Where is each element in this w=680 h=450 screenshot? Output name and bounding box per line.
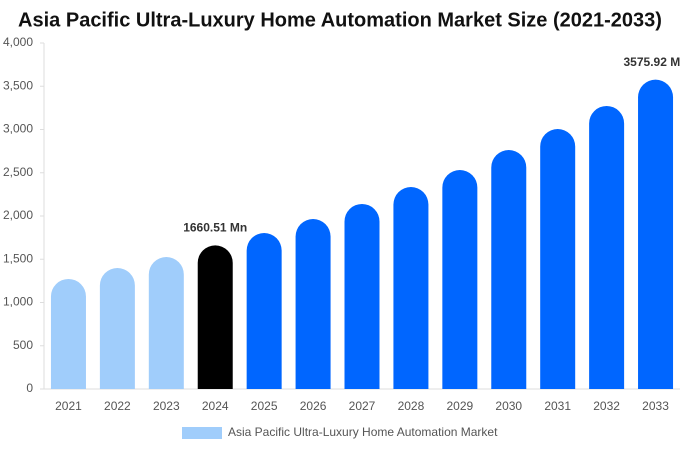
bar (589, 105, 625, 390)
x-tick-label: 2024 (202, 399, 229, 413)
x-tick-label: 2023 (153, 399, 180, 413)
bar (491, 150, 527, 389)
y-tick-label: 500 (13, 338, 33, 352)
bar (638, 79, 674, 389)
bar (148, 257, 184, 389)
x-tick-label: 2021 (55, 399, 82, 413)
bar (344, 203, 380, 389)
bar (540, 128, 576, 389)
bar (295, 219, 331, 389)
bar (393, 187, 429, 389)
value-label: 3575.92 Mn (624, 55, 680, 69)
y-tick-label: 3,500 (3, 78, 33, 92)
bar (50, 278, 86, 389)
y-tick-label: 2,000 (3, 208, 33, 222)
x-tick-label: 2030 (495, 399, 522, 413)
y-tick-label: 0 (26, 381, 33, 395)
x-tick-label: 2031 (544, 399, 571, 413)
x-tick-label: 2025 (251, 399, 278, 413)
legend-label: Asia Pacific Ultra-Luxury Home Automatio… (228, 425, 498, 439)
y-tick-label: 1,000 (3, 295, 33, 309)
bar (246, 233, 282, 389)
x-tick-label: 2033 (642, 399, 669, 413)
chart-title: Asia Pacific Ultra-Luxury Home Automatio… (18, 9, 662, 31)
bar (197, 245, 233, 389)
y-tick-label: 1,500 (3, 251, 33, 265)
y-tick-label: 3,000 (3, 122, 33, 136)
y-tick-label: 4,000 (3, 35, 33, 49)
bar (99, 267, 135, 389)
x-tick-label: 2026 (300, 399, 327, 413)
y-tick-label: 2,500 (3, 165, 33, 179)
x-tick-label: 2022 (104, 399, 131, 413)
x-tick-label: 2032 (593, 399, 620, 413)
x-tick-label: 2029 (446, 399, 473, 413)
bar (442, 169, 478, 389)
legend-swatch (182, 427, 222, 439)
x-tick-label: 2027 (349, 399, 376, 413)
x-tick-label: 2028 (398, 399, 425, 413)
value-label: 1660.51 Mn (183, 221, 247, 235)
